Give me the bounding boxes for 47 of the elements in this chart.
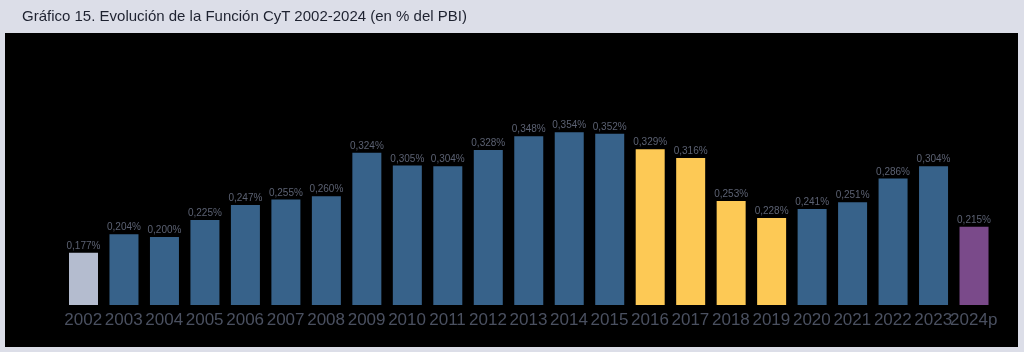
data-label: 0,204% (107, 221, 142, 233)
data-label: 0,251% (835, 189, 870, 201)
x-tick-label: 2016 (631, 310, 669, 330)
x-tick-label: 2007 (266, 310, 305, 330)
x-tick-label: 2024p (950, 310, 998, 330)
x-tick-label: 2003 (104, 310, 143, 330)
data-label: 0,329% (633, 136, 668, 148)
x-tick-label: 2020 (792, 310, 831, 330)
chart-title: Gráfico 15. Evolución de la Función CyT 2002-2024 (en % del PBI) (22, 7, 467, 24)
data-label: 0,316% (673, 145, 708, 157)
x-tick-label: 2017 (671, 310, 710, 330)
x-tick-label: 2008 (307, 310, 346, 330)
x-tick-label: 2012 (469, 310, 507, 330)
x-tick-label: 2019 (752, 310, 791, 330)
x-tick-label: 2013 (509, 310, 548, 330)
x-tick-label: 2010 (388, 310, 426, 330)
data-label: 0,255% (268, 186, 303, 198)
data-label: 0,324% (349, 139, 384, 151)
data-label: 0,247% (228, 192, 263, 204)
x-tick-label: 2021 (833, 310, 872, 330)
data-label: 0,225% (187, 207, 222, 218)
data-label: 0,286% (876, 165, 911, 177)
data-label: 0,352% (592, 120, 627, 132)
data-label: 0,304% (916, 153, 951, 165)
data-label: 0,354% (552, 119, 587, 131)
data-label: 0,253% (714, 187, 749, 199)
data-label: 0,348% (511, 123, 546, 135)
data-label: 0,228% (754, 204, 789, 216)
x-tick-label: 2009 (347, 310, 386, 330)
x-tick-label: 2011 (429, 310, 466, 330)
x-tick-label: 2002 (64, 310, 103, 330)
data-label: 0,304% (430, 153, 465, 165)
data-label: 0,241% (795, 196, 830, 208)
data-label: 0,200% (147, 224, 182, 235)
x-tick-label: 2014 (550, 310, 588, 330)
x-tick-label: 2004 (145, 310, 184, 330)
data-label: 0,177% (66, 239, 101, 251)
x-tick-label: 2022 (873, 310, 912, 330)
x-tick-label: 2023 (914, 310, 953, 330)
data-label: 0,328% (471, 136, 506, 148)
data-label: 0,215% (957, 213, 992, 225)
x-tick-label: 2015 (590, 310, 629, 330)
x-tick-label: 2018 (711, 310, 750, 330)
data-label: 0,305% (390, 152, 425, 164)
data-label: 0,260% (309, 183, 344, 195)
x-tick-label: 2006 (226, 310, 265, 330)
x-tick-label: 2005 (185, 310, 224, 330)
